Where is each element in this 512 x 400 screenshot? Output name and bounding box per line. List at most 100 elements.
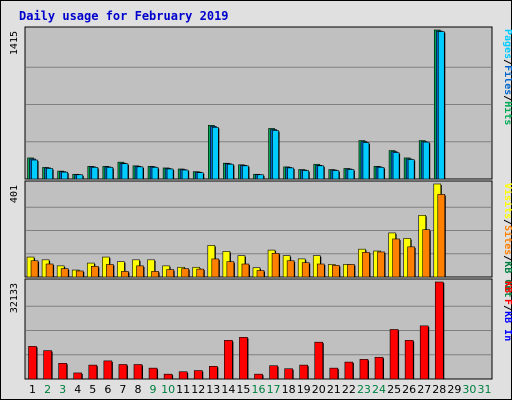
day-label: 31 xyxy=(477,383,491,396)
panel-bottom-max-label: 32133 xyxy=(9,283,20,313)
legend-entry: KB F xyxy=(502,281,512,305)
legend-entry: Hits xyxy=(502,101,512,125)
bar-top-pages xyxy=(347,169,355,180)
bar-bottom-kb-f xyxy=(178,371,188,380)
bar-middle-sites xyxy=(75,270,84,278)
bar-top-pages xyxy=(377,167,385,180)
bar-top-pages xyxy=(287,167,294,180)
panel-top-max-label: 1415 xyxy=(9,31,20,55)
bar-middle-sites xyxy=(30,260,39,278)
bar-bottom-kb-f xyxy=(389,329,399,380)
bar-bottom-kb-f xyxy=(299,364,308,380)
legend-entry: / xyxy=(502,219,512,225)
bar-top-pages xyxy=(31,159,38,180)
bar-top-pages xyxy=(332,170,340,180)
bar-bottom-kb-f xyxy=(58,363,67,380)
day-label: 26 xyxy=(402,383,416,396)
day-label: 15 xyxy=(236,383,250,396)
bar-bottom-kb-f xyxy=(163,373,173,380)
bar-bottom-kb-f xyxy=(193,370,203,380)
legend-entry: Visits xyxy=(502,183,512,219)
bar-top-pages xyxy=(422,141,430,180)
legend-entry: / xyxy=(502,59,512,65)
bar-top-pages xyxy=(362,142,370,180)
bar-bottom-kb-f xyxy=(314,341,324,380)
panel-middle-legend: Visits/Sites/KB Out xyxy=(502,183,512,297)
chart-title: Daily usage for February 2019 xyxy=(19,9,229,23)
bar-top-pages xyxy=(302,170,309,180)
day-label: 22 xyxy=(342,383,356,396)
day-label: 24 xyxy=(372,383,386,396)
bar-top-pages xyxy=(212,127,219,180)
bar-top-pages xyxy=(181,169,189,180)
bar-middle-sites xyxy=(241,263,250,278)
day-label: 8 xyxy=(134,383,141,396)
legend-entry: / xyxy=(502,305,512,311)
day-label: 20 xyxy=(312,383,326,396)
day-label: 1 xyxy=(29,383,36,396)
bar-middle-sites xyxy=(362,252,370,278)
day-label: 9 xyxy=(150,383,157,396)
legend-entry: KB In xyxy=(502,311,512,341)
panel-top-background xyxy=(24,26,493,180)
bar-bottom-kb-f xyxy=(284,368,293,380)
bar-middle-sites xyxy=(106,264,114,278)
bar-bottom-kb-f xyxy=(269,365,278,380)
bar-middle-sites xyxy=(316,263,325,278)
bar-bottom-kb-f xyxy=(254,373,263,380)
day-label: 23 xyxy=(357,383,371,396)
bar-middle-sites xyxy=(377,251,385,278)
day-label: 13 xyxy=(206,383,220,396)
day-label: 4 xyxy=(74,383,81,396)
bar-middle-sites xyxy=(181,268,189,278)
day-label: 2 xyxy=(44,383,51,396)
bar-bottom-kb-f xyxy=(374,356,384,380)
bar-top-pages xyxy=(227,163,234,180)
bar-bottom-kb-f xyxy=(43,350,52,380)
bar-bottom-kb-f xyxy=(224,340,233,380)
bar-middle-sites xyxy=(301,262,310,278)
bar-middle-sites xyxy=(286,260,295,278)
bar-middle-sites xyxy=(347,264,355,278)
bar-middle-sites xyxy=(392,238,400,278)
day-label: 7 xyxy=(119,383,126,396)
bar-bottom-kb-f xyxy=(434,281,444,380)
bar-top-pages xyxy=(106,167,114,180)
day-label: 12 xyxy=(191,383,205,396)
day-label: 17 xyxy=(267,383,281,396)
bar-middle-sites xyxy=(151,271,159,278)
bar-top-pages xyxy=(91,167,99,180)
bar-middle-sites xyxy=(121,271,129,278)
bar-top-pages xyxy=(61,171,68,180)
bar-middle-sites xyxy=(45,263,54,278)
bar-top-pages xyxy=(437,31,445,180)
bar-bottom-kb-f xyxy=(419,325,429,380)
bar-middle-sites xyxy=(211,258,220,278)
legend-entry: Pages xyxy=(502,29,512,59)
day-label: 25 xyxy=(387,383,401,396)
bar-top-pages xyxy=(257,174,264,180)
bar-middle-sites xyxy=(437,194,446,278)
day-label: 19 xyxy=(297,383,311,396)
day-label: 27 xyxy=(417,383,431,396)
day-label: 5 xyxy=(89,383,96,396)
bar-bottom-kb-f xyxy=(239,337,248,380)
bar-top-pages xyxy=(272,130,279,180)
bar-middle-sites xyxy=(136,265,144,278)
bar-middle-sites xyxy=(407,246,415,278)
bar-top-pages xyxy=(46,168,53,180)
bar-middle-sites xyxy=(422,229,431,278)
bar-bottom-kb-f xyxy=(118,364,128,380)
bar-bottom-kb-f xyxy=(344,361,354,380)
day-label: 21 xyxy=(327,383,341,396)
bar-middle-sites xyxy=(256,270,265,278)
day-label: 30 xyxy=(462,383,476,396)
bar-middle-visits xyxy=(117,261,125,278)
bar-middle-sites xyxy=(60,268,69,278)
bar-middle-sites xyxy=(271,253,280,278)
bar-top-pages xyxy=(76,174,84,180)
bar-bottom-kb-f xyxy=(28,346,37,380)
day-label: 11 xyxy=(176,383,190,396)
panel-middle-max-label: 401 xyxy=(9,185,20,203)
